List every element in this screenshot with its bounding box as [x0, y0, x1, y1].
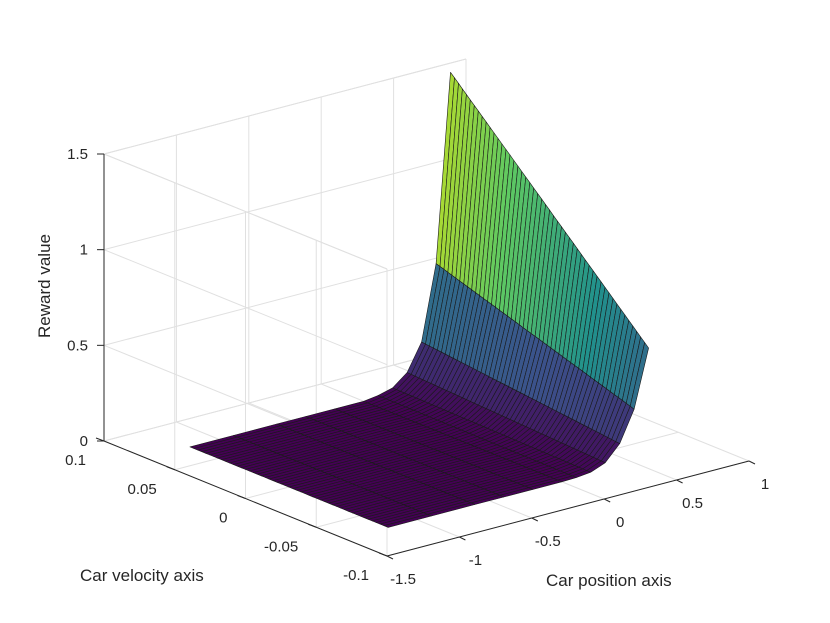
x-tick-mark: [676, 479, 683, 484]
y-tick-mark: [308, 523, 317, 528]
x-axis-label: Car position axis: [546, 571, 672, 590]
reward-surface: [189, 72, 649, 528]
x-tick-label: -0.5: [535, 533, 561, 550]
y-tick-label: -0.05: [264, 538, 298, 555]
x-tick-label: 1: [761, 476, 769, 493]
x-tick-mark: [748, 460, 756, 465]
x-tick-mark: [459, 536, 466, 541]
box-edge: [103, 153, 388, 270]
y-tick-mark: [378, 552, 388, 557]
surface-patch: [383, 513, 432, 528]
y-tick-mark: [237, 495, 246, 499]
x-tick-mark: [603, 498, 611, 503]
y-axis-label: Car velocity axis: [80, 566, 204, 585]
z-tick-label: 0.5: [67, 337, 88, 354]
x-tick-label: 0: [616, 514, 624, 531]
axes: -1.5 -1 -0.5 0 0.5 1 -0.1 -0.05 0 0.05 0.1 0 0.5 1 1.5: [65, 146, 769, 588]
y-tick-label: 0.1: [65, 452, 86, 469]
x-tick-label: -1: [469, 552, 482, 569]
x-tick-label: 0.5: [682, 495, 703, 512]
y-tick-label: 0: [219, 510, 227, 527]
box-edge: [103, 58, 467, 155]
y-tick-mark: [166, 466, 175, 471]
y-tick-label: 0.05: [128, 481, 157, 498]
y-tick-label: -0.1: [343, 567, 369, 584]
x-tick-mark: [386, 555, 394, 560]
x-tick-label: -1.5: [390, 571, 416, 588]
x-axis-line: [386, 460, 750, 557]
z-tick-label: 0: [80, 433, 88, 450]
grid-line-z: [103, 154, 467, 251]
z-axis-label: Reward value: [35, 234, 54, 338]
grid-line-z: [103, 249, 467, 346]
z-tick-label: 1: [80, 242, 88, 259]
x-tick-mark: [531, 517, 539, 522]
grid-line-z: [103, 249, 388, 366]
grid-line-z: [103, 345, 467, 442]
z-tick-label: 1.5: [67, 146, 88, 163]
